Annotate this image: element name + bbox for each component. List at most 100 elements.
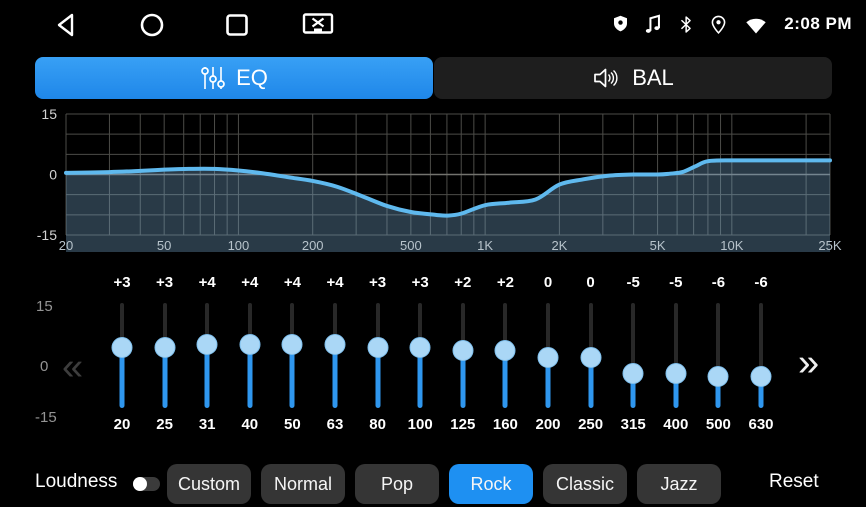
band-slider-fill: [119, 347, 125, 408]
band-frequency-label: 500: [705, 416, 731, 433]
reset-button[interactable]: Reset: [769, 471, 819, 492]
loudness-label: Loudness: [35, 471, 118, 492]
band-slider-fill: [715, 376, 721, 408]
band-slider-thumb[interactable]: [367, 336, 389, 358]
band-slider-fill: [289, 344, 295, 408]
slider-scale-zero: 0: [40, 358, 49, 375]
band-frequency-label: 315: [620, 416, 646, 433]
band-gain-value: +4: [283, 274, 301, 291]
graph-x-tick: 2K: [551, 238, 567, 253]
band-slider-fill: [545, 357, 551, 408]
band-frequency-label: 100: [407, 416, 433, 433]
band-slider-thumb[interactable]: [622, 362, 644, 384]
chevron-left-icon[interactable]: «: [62, 346, 84, 388]
band-slider-track[interactable]: [631, 303, 636, 408]
bottom-bar: Loudness Custom Normal Pop Rock Classic Jazz …: [0, 460, 866, 507]
band-frequency-label: 250: [578, 416, 604, 433]
band-gain-value: -5: [669, 274, 683, 291]
graph-x-tick: 20: [59, 238, 73, 253]
band-gain-value: +3: [369, 274, 387, 291]
clock: 2:08 PM: [784, 14, 852, 33]
band-slider-thumb[interactable]: [580, 346, 602, 368]
band-frequency-label: 200: [535, 416, 561, 433]
tab-eq-label: EQ: [236, 65, 268, 90]
graph-x-tick: 50: [157, 238, 171, 253]
back-icon[interactable]: [53, 12, 79, 38]
preset-row: Custom Normal Pop Rock Classic Jazz: [167, 464, 721, 504]
eq-band-40hz: +4 40: [228, 270, 272, 455]
eq-band-250hz: 0 250: [569, 270, 613, 455]
band-slider-thumb[interactable]: [409, 336, 431, 358]
band-slider-fill: [673, 373, 679, 408]
band-slider-fill: [204, 344, 210, 408]
band-frequency-label: 25: [156, 416, 173, 433]
eq-band-400hz: -5 400: [654, 270, 698, 455]
location-icon: [711, 15, 726, 34]
band-slider-thumb[interactable]: [111, 336, 133, 358]
bluetooth-icon: [681, 15, 692, 33]
eq-band-200hz: 0 200: [526, 270, 570, 455]
band-slider-thumb[interactable]: [537, 346, 559, 368]
tab-bal-label: BAL: [632, 65, 674, 90]
eq-band-500hz: -6 500: [696, 270, 740, 455]
recents-icon[interactable]: [224, 12, 250, 38]
band-slider-fill: [630, 373, 636, 408]
preset-button-custom[interactable]: Custom: [167, 464, 251, 504]
band-slider-fill: [502, 350, 508, 408]
eq-band-125hz: +2 125: [441, 270, 485, 455]
band-frequency-label: 630: [748, 416, 774, 433]
band-frequency-label: 20: [113, 416, 131, 433]
band-slider-thumb[interactable]: [750, 365, 772, 387]
band-slider-thumb[interactable]: [494, 340, 516, 362]
loudness-toggle[interactable]: [133, 477, 160, 491]
speaker-icon: [594, 68, 618, 88]
shield-icon: [614, 15, 628, 32]
band-slider-track[interactable]: [716, 303, 721, 408]
band-slider-fill: [588, 357, 594, 408]
band-gain-value: -6: [711, 274, 726, 291]
band-slider-thumb[interactable]: [452, 340, 474, 362]
graph-x-tick: 100: [228, 238, 250, 253]
band-gain-value: +3: [156, 274, 174, 291]
eq-band-50hz: +4 50: [270, 270, 314, 455]
eq-band-31hz: +4 31: [185, 270, 229, 455]
band-slider-thumb[interactable]: [154, 336, 176, 358]
screenshot-icon[interactable]: [302, 12, 334, 38]
band-slider-thumb[interactable]: [665, 362, 687, 384]
band-gain-value: 0: [543, 274, 553, 291]
eq-band-80hz: +3 80: [356, 270, 400, 455]
band-slider-thumb[interactable]: [707, 365, 729, 387]
band-slider-track[interactable]: [673, 303, 678, 408]
preset-button-normal[interactable]: Normal: [261, 464, 345, 504]
preset-button-rock[interactable]: Rock: [449, 464, 533, 504]
tab-eq[interactable]: EQ: [35, 57, 433, 99]
band-slider-thumb[interactable]: [239, 333, 261, 355]
slider-scale-max: 15: [36, 298, 53, 315]
band-frequency-label: 40: [241, 416, 259, 433]
band-frequency-label: 63: [326, 416, 344, 433]
band-slider-thumb[interactable]: [196, 333, 218, 355]
preset-button-pop[interactable]: Pop: [355, 464, 439, 504]
band-gain-value: +4: [326, 274, 344, 291]
band-slider-fill: [247, 344, 253, 408]
band-gain-value: +3: [411, 274, 429, 291]
band-gain-value: +2: [454, 274, 472, 291]
band-slider-thumb[interactable]: [281, 333, 303, 355]
band-frequency-label: 160: [492, 416, 518, 433]
eq-band-63hz: +4 63: [313, 270, 357, 455]
graph-x-tick: 25K: [818, 238, 841, 253]
status-bar: 2:08 PM: [0, 0, 866, 48]
band-slider-track[interactable]: [759, 303, 763, 408]
preset-button-classic[interactable]: Classic: [543, 464, 627, 504]
preset-button-jazz[interactable]: Jazz: [637, 464, 721, 504]
eq-band-sliders: 15 0 -15 « » +3 20 +3 25 +4 31 +4 40 +4 50 +4 63 +3 8…: [0, 270, 866, 455]
band-gain-value: +2: [496, 274, 514, 291]
band-slider-thumb[interactable]: [324, 333, 346, 355]
graph-x-tick: 1K: [477, 238, 493, 253]
graph-y-tick: -15: [37, 227, 57, 243]
tab-bal[interactable]: BAL: [434, 57, 832, 99]
home-icon[interactable]: [139, 12, 165, 38]
chevron-right-icon[interactable]: »: [798, 342, 820, 384]
eq-band-315hz: -5 315: [611, 270, 655, 455]
